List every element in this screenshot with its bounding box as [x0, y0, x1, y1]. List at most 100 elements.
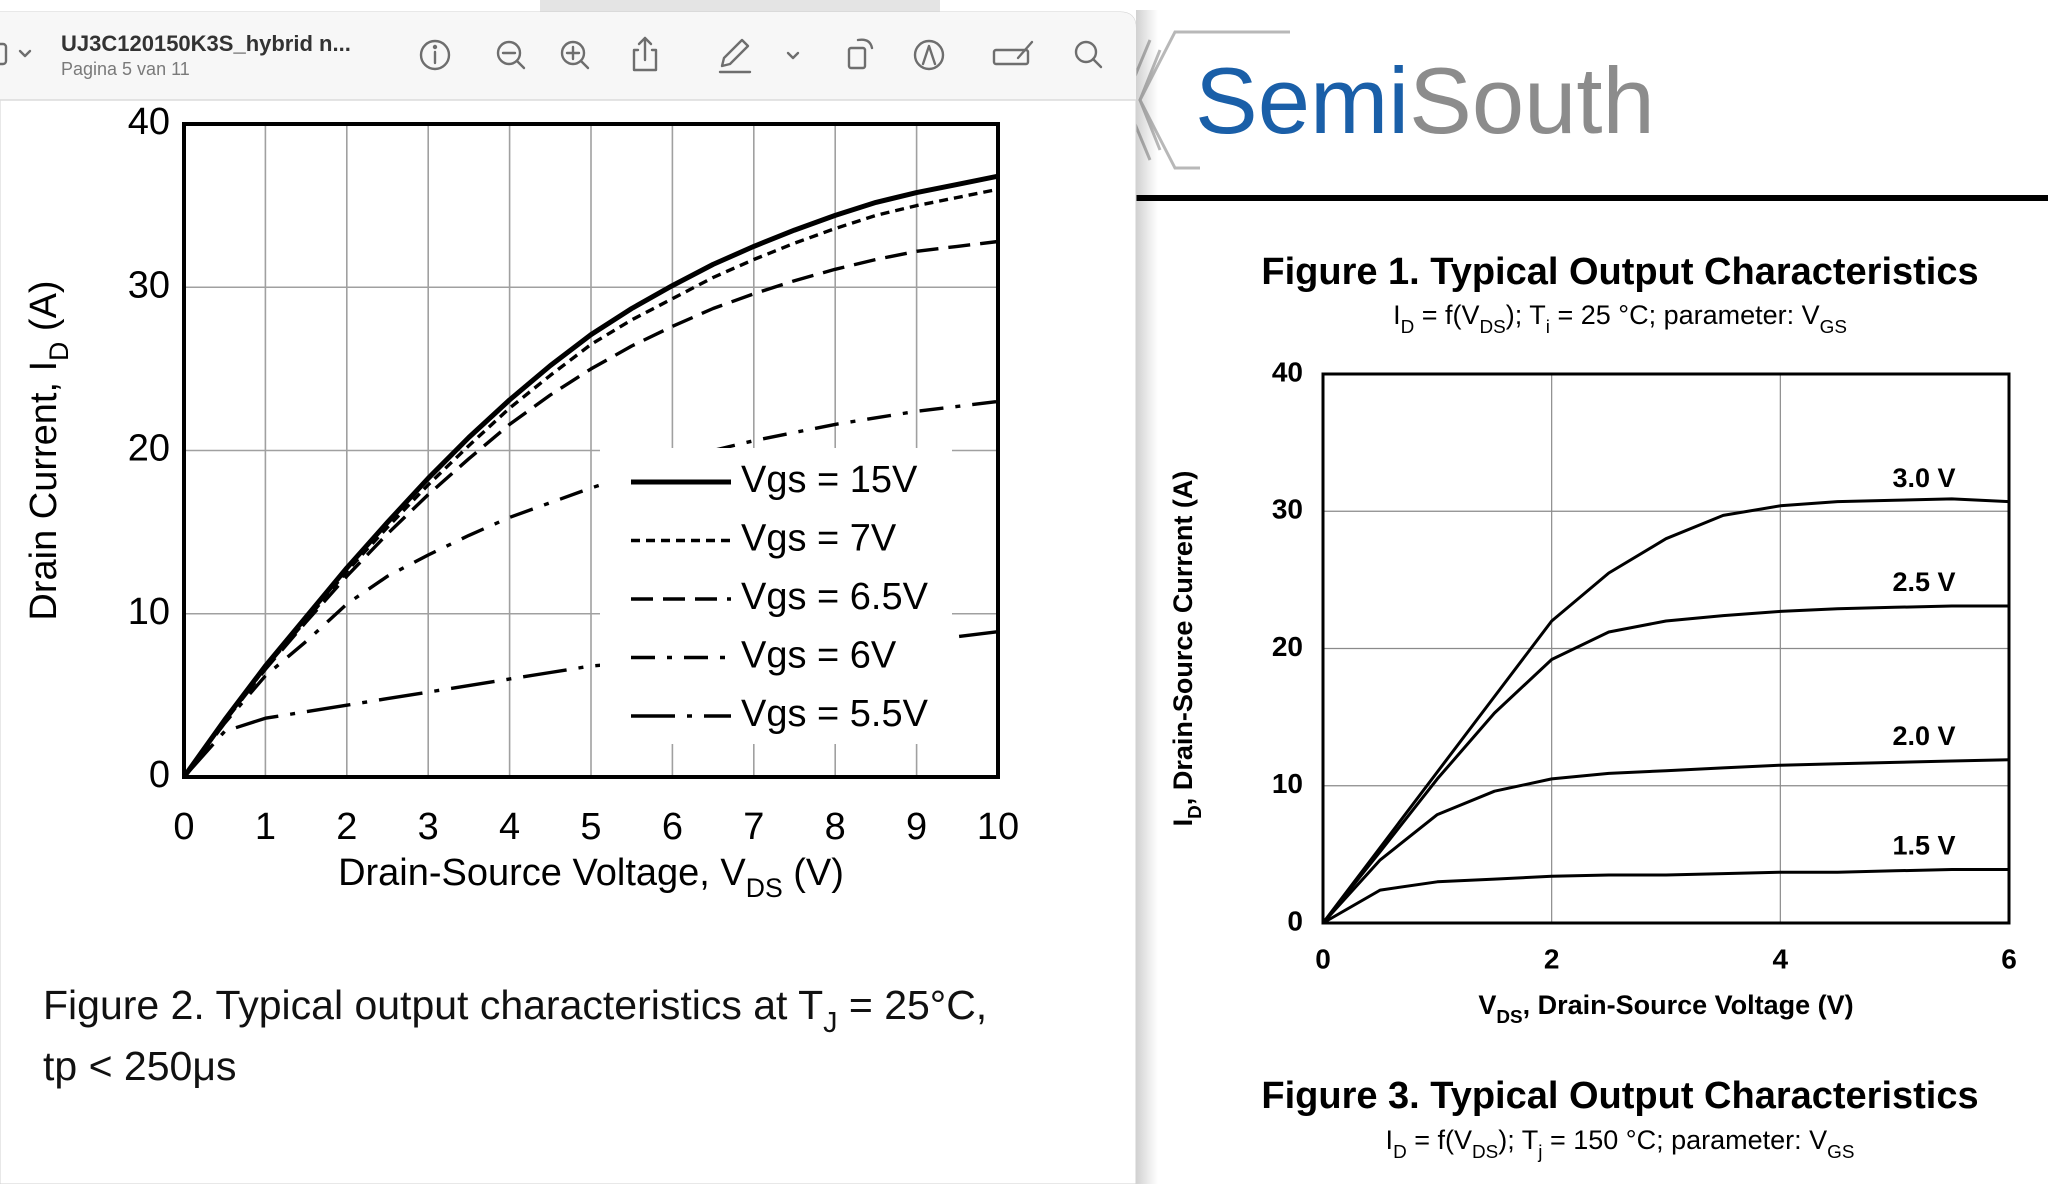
logo-part: Semi — [1195, 48, 1409, 153]
figure-subtitle-part: DS — [1472, 1142, 1498, 1163]
x-axis-label-part: DS — [1496, 1007, 1522, 1028]
figure-subtitle-part: D — [1393, 1142, 1407, 1163]
chart-subtitle: ID = f(VDS); Ti = 25 °C; parameter: VGS — [1393, 300, 1847, 337]
x-axis-label-part: DS — [746, 873, 783, 903]
x-tick-label: 2 — [336, 806, 357, 848]
x-tick-label: 0 — [1315, 943, 1331, 974]
chart-subtitle-part: GS — [1820, 317, 1847, 338]
y-axis-label-part: D — [44, 342, 74, 361]
logo-part: South — [1409, 48, 1655, 153]
share-button[interactable] — [632, 36, 658, 72]
data-line — [1321, 758, 2010, 925]
figure-caption-part: J — [823, 1007, 837, 1039]
y-axis-label-part: D — [1185, 805, 1206, 819]
plot-frame — [1321, 372, 2011, 925]
y-tick-label: 10 — [128, 591, 170, 633]
y-tick-label: 40 — [128, 101, 170, 143]
document-title: UJ3C120150K3S_hybrid n... — [61, 31, 351, 56]
x-tick-label: 6 — [662, 806, 683, 848]
rotate-button[interactable] — [847, 38, 874, 70]
x-tick-label: 8 — [825, 806, 846, 848]
series-label: 1.5 V — [1892, 831, 1955, 861]
sidebar-button[interactable] — [0, 42, 32, 66]
chart-subtitle-part: = f(V — [1414, 300, 1479, 330]
figure-subtitle-part: ); T — [1498, 1125, 1538, 1155]
x-tick-label: 6 — [2001, 943, 2017, 974]
markup-button[interactable] — [718, 38, 752, 74]
plot-frame — [182, 122, 1000, 779]
chart-subtitle-part: D — [1401, 317, 1415, 338]
annotate-button[interactable] — [913, 39, 945, 71]
y-tick-label: 0 — [149, 754, 170, 796]
x-tick-label: 7 — [743, 806, 764, 848]
data-line — [181, 173, 999, 779]
chart-title: Figure 1. Typical Output Characteristics — [1261, 251, 1978, 293]
y-tick-label: 40 — [1272, 356, 1303, 387]
y-tick-label: 0 — [1287, 905, 1303, 936]
chart-subtitle-part: I — [1393, 300, 1401, 330]
x-axis-label-part: Drain-Source Voltage, V — [338, 852, 746, 894]
y-tick-label: 20 — [128, 428, 170, 470]
legend-label: Vgs = 5.5V — [741, 693, 929, 735]
x-tick-label: 2 — [1544, 943, 1560, 974]
toolbar — [0, 12, 1136, 100]
figure-caption-part: Figure 2. Typical output characteristics… — [43, 982, 823, 1028]
x-tick-label: 4 — [499, 806, 520, 848]
search-button[interactable] — [1074, 40, 1103, 69]
x-axis-label: VDS, Drain-Source Voltage (V) — [1478, 990, 1853, 1027]
x-tick-label: 10 — [977, 806, 1019, 848]
thumbnail-strip — [540, 0, 940, 14]
chart-subtitle-part: i — [1546, 317, 1550, 338]
figure-caption: Figure 2. Typical output characteristics… — [43, 982, 987, 1039]
page-indicator: Pagina 5 van 11 — [61, 59, 190, 79]
y-tick-label: 30 — [1272, 494, 1303, 525]
legend — [600, 448, 952, 744]
x-tick-label: 3 — [418, 806, 439, 848]
x-axis-label-part: , Drain-Source Voltage (V) — [1523, 990, 1854, 1020]
markup-menu-button[interactable] — [786, 51, 800, 60]
x-tick-label: 5 — [580, 806, 601, 848]
x-axis-label: Drain-Source Voltage, VDS (V) — [338, 852, 844, 903]
y-axis-label-part: Drain Current, I — [23, 361, 65, 621]
series-label: 2.5 V — [1892, 567, 1955, 597]
y-axis-label-part: (A) — [23, 280, 65, 341]
zoom-in-button[interactable] — [560, 40, 590, 70]
figure-subtitle-part: = 150 °C; parameter: V — [1542, 1125, 1827, 1155]
figure-caption-part: = 25°C, — [837, 982, 987, 1028]
chart-subtitle-part: DS — [1480, 317, 1506, 338]
data-line — [1321, 604, 2009, 924]
y-tick-label: 10 — [1272, 768, 1303, 799]
legend-label: Vgs = 15V — [741, 459, 918, 501]
legend-label: Vgs = 6.5V — [741, 576, 929, 618]
series-label: 2.0 V — [1892, 721, 1955, 751]
figure-subtitle-part: GS — [1827, 1142, 1854, 1163]
figure-subtitle-part: j — [1537, 1142, 1542, 1163]
info-button[interactable] — [419, 39, 451, 71]
header-rule — [1136, 195, 2048, 201]
x-tick-label: 4 — [1773, 943, 1789, 974]
y-axis-label: Drain Current, ID (A) — [23, 280, 74, 620]
data-line — [1321, 497, 2010, 924]
y-axis-label-part: , Drain-Source Current (A) — [1168, 471, 1198, 806]
data-line — [182, 630, 999, 779]
y-tick-label: 30 — [128, 264, 170, 306]
figure-title: Figure 3. Typical Output Characteristics — [1261, 1075, 1978, 1117]
zoom-out-button[interactable] — [496, 40, 526, 70]
legend-label: Vgs = 6V — [741, 635, 897, 677]
figure-caption: tp < 250μs — [43, 1043, 236, 1089]
figure-caption-part: tp < 250μs — [43, 1043, 236, 1089]
data-line — [182, 239, 999, 779]
x-axis-label-part: V — [1478, 990, 1496, 1020]
figure-subtitle-part: I — [1386, 1125, 1394, 1155]
legend-label: Vgs = 7V — [741, 518, 897, 560]
data-line — [1322, 868, 2009, 925]
x-tick-label: 1 — [255, 806, 276, 848]
y-tick-label: 20 — [1272, 631, 1303, 662]
series-label: 3.0 V — [1892, 463, 1955, 493]
logo: SemiSouth — [1195, 48, 1655, 153]
form-button[interactable] — [992, 40, 1034, 66]
x-tick-label: 0 — [173, 806, 194, 848]
figure-subtitle-part: = f(V — [1407, 1125, 1472, 1155]
y-axis-label: ID, Drain-Source Current (A) — [1168, 471, 1205, 827]
